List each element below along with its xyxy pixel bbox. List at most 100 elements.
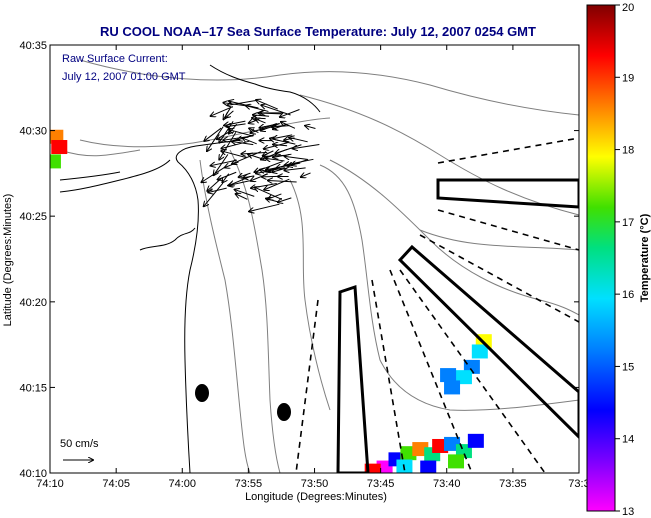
transect-box bbox=[397, 244, 579, 440]
current-vector bbox=[204, 182, 224, 206]
x-tick-label: 74:05 bbox=[102, 478, 130, 490]
colorbar-label: Temperature (°C) bbox=[639, 213, 651, 302]
current-vector bbox=[273, 134, 293, 139]
sst-cell bbox=[467, 433, 484, 448]
scale-label: 50 cm/s bbox=[60, 438, 99, 450]
current-vector bbox=[270, 138, 296, 145]
y-tick-label: 40:25 bbox=[19, 211, 47, 223]
transect-dashed-line bbox=[389, 269, 473, 473]
current-vector bbox=[250, 122, 278, 133]
sst-cell bbox=[448, 454, 465, 469]
isobath-contour bbox=[59, 149, 141, 157]
current-vector bbox=[207, 126, 224, 151]
current-vector bbox=[278, 197, 292, 202]
current-vector bbox=[276, 164, 290, 168]
isobath-contour bbox=[79, 117, 331, 148]
current-vector bbox=[255, 187, 283, 200]
sst-cell bbox=[440, 368, 457, 383]
isobath-contour bbox=[419, 229, 579, 251]
isobath-contour bbox=[319, 164, 579, 411]
current-vector bbox=[268, 180, 297, 182]
current-vector bbox=[218, 171, 237, 179]
current-vector bbox=[241, 152, 268, 154]
transect-dashed-line bbox=[437, 209, 579, 251]
current-vector bbox=[264, 142, 288, 149]
current-vector bbox=[266, 199, 279, 202]
y-axis: 40:10 40:15 40:20 40:25 40:30 40:35 bbox=[19, 40, 579, 480]
current-vector bbox=[225, 161, 239, 168]
current-vector bbox=[201, 166, 226, 182]
x-tick-label: 73:45 bbox=[367, 478, 395, 490]
annotation-line-2: July 12, 2007 01:00 GMT bbox=[62, 71, 186, 83]
current-vector bbox=[214, 154, 229, 175]
isobath-contour bbox=[329, 159, 579, 316]
colorbar-tick-label: 15 bbox=[622, 361, 634, 373]
current-vector bbox=[288, 163, 301, 166]
current-vector bbox=[251, 183, 277, 189]
current-vector bbox=[263, 150, 274, 156]
current-vector bbox=[251, 173, 269, 181]
current-vector bbox=[255, 119, 266, 123]
y-axis-label: Latitude (Degrees:Minutes) bbox=[2, 194, 14, 327]
current-vector bbox=[284, 168, 306, 170]
y-tick-label: 40:30 bbox=[19, 126, 47, 138]
current-vector bbox=[285, 156, 309, 159]
coastline-path bbox=[175, 139, 241, 473]
current-vector bbox=[261, 105, 291, 116]
current-vector bbox=[207, 177, 223, 191]
sst-cell bbox=[51, 140, 68, 155]
mooring-marker bbox=[195, 384, 209, 402]
colorbar-ticks: 13 14 15 16 17 18 19 20 bbox=[615, 2, 634, 518]
current-vector bbox=[219, 121, 234, 142]
x-axis-label: Longitude (Degrees:Minutes) bbox=[245, 491, 387, 503]
current-vector bbox=[266, 158, 285, 161]
transect-dashed-line bbox=[419, 234, 579, 323]
current-vector bbox=[239, 172, 251, 177]
x-tick-label: 73:40 bbox=[433, 478, 461, 490]
transect-dashed-line bbox=[399, 269, 546, 473]
y-tick-label: 40:20 bbox=[19, 297, 47, 309]
colorbar-tick-label: 16 bbox=[622, 289, 634, 301]
current-vector bbox=[275, 144, 302, 154]
current-vector bbox=[229, 176, 250, 186]
current-vector bbox=[262, 176, 282, 177]
current-vector bbox=[264, 178, 290, 190]
isobath-contour bbox=[199, 159, 251, 473]
transect-box bbox=[436, 178, 579, 209]
current-vector bbox=[253, 115, 270, 116]
colorbar-tick-label: 17 bbox=[622, 217, 634, 229]
current-vector bbox=[226, 110, 234, 118]
isobath-contour bbox=[229, 149, 281, 473]
current-vector bbox=[229, 101, 259, 109]
coastline-path bbox=[209, 64, 321, 113]
current-vector bbox=[273, 154, 292, 157]
x-tick-label: 74:10 bbox=[36, 478, 64, 490]
x-tick-label: 73:55 bbox=[235, 478, 263, 490]
current-vector bbox=[284, 138, 295, 140]
current-vector bbox=[223, 135, 254, 140]
isobath-contour bbox=[289, 179, 331, 411]
colorbar-tick-label: 14 bbox=[622, 434, 634, 446]
isobath-contour bbox=[79, 59, 579, 116]
sst-cell bbox=[420, 460, 437, 473]
chart-title: RU COOL NOAA–17 Sea Surface Temperature:… bbox=[100, 24, 536, 39]
colorbar-tick-label: 19 bbox=[622, 72, 634, 84]
current-vector bbox=[249, 203, 280, 211]
current-vector bbox=[243, 138, 257, 145]
sst-cell bbox=[471, 344, 488, 359]
current-vector bbox=[236, 194, 248, 200]
bathymetry-contours bbox=[59, 59, 579, 473]
glider-transects bbox=[295, 137, 579, 473]
current-vector bbox=[248, 154, 265, 161]
current-vector bbox=[293, 143, 320, 148]
current-vector bbox=[305, 126, 316, 129]
current-vector bbox=[252, 118, 266, 119]
transect-dashed-line bbox=[295, 299, 319, 473]
coastline bbox=[59, 64, 321, 473]
y-tick-label: 40:10 bbox=[19, 468, 47, 480]
colorbar-tick-label: 18 bbox=[622, 145, 634, 157]
current-vector bbox=[280, 109, 300, 118]
x-axis: 74:10 74:05 74:00 73:55 73:50 73:45 73:40 73:35… bbox=[36, 45, 590, 490]
x-tick-label: 73:3 bbox=[568, 478, 589, 490]
